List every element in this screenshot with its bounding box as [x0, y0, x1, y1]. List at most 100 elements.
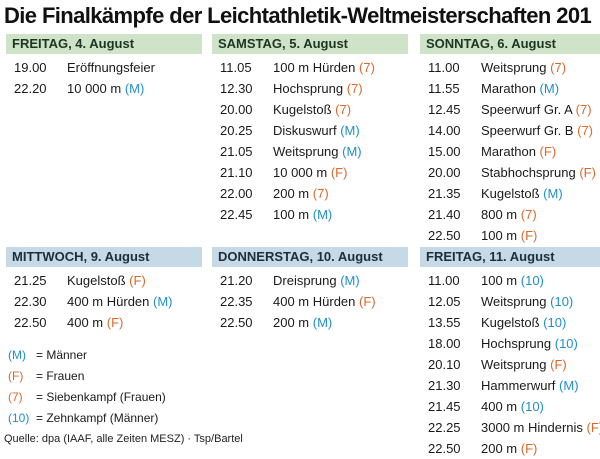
- event-category: (M): [559, 378, 579, 393]
- source-credit: Quelle: dpa (IAAF, alle Zeiten MESZ) · T…: [4, 433, 243, 445]
- legend-code: (7): [8, 390, 23, 404]
- event-name: Speerwurf Gr. B (7): [481, 120, 593, 141]
- event-time: 22.25: [428, 420, 461, 435]
- event-time: 20.00: [220, 102, 253, 117]
- legend-item: (M) = Männer: [6, 345, 206, 366]
- event-row: 21.20 Dreisprung (M): [212, 270, 408, 291]
- event-row: 22.20 10 000 m (M): [6, 78, 202, 99]
- event-time: 22.30: [14, 294, 47, 309]
- event-discipline: Stabhochsprung: [481, 165, 576, 180]
- event-time: 12.45: [428, 102, 461, 117]
- legend-code: (M): [8, 348, 26, 362]
- event-category: (F): [539, 144, 557, 159]
- day-block: SAMSTAG, 5. August 11.05 100 m Hürden (7) 1…: [212, 34, 408, 225]
- event-name: 400 m (10): [481, 396, 544, 417]
- event-time: 21.40: [428, 207, 461, 222]
- event-category: (M): [312, 207, 333, 222]
- event-time: 12.30: [220, 81, 253, 96]
- event-category: (F): [330, 165, 348, 180]
- event-row: 19.00 Eröffnungsfeier: [6, 57, 202, 78]
- event-discipline: 10 000 m: [273, 165, 328, 180]
- event-discipline: Kugelstoß: [67, 273, 126, 288]
- event-category: (10): [520, 273, 544, 288]
- event-category: (M): [153, 294, 173, 309]
- event-row: 21.45 400 m (10): [420, 396, 600, 417]
- event-discipline: Hochsprung: [481, 336, 552, 351]
- event-time: 22.50: [428, 228, 461, 243]
- day-block: FREITAG, 4. August 19.00 Eröffnungsfeier 22…: [6, 34, 202, 99]
- event-time: 11.00: [428, 273, 460, 288]
- event-name: 400 m Hürden (M): [67, 291, 173, 312]
- event-row: 15.00 Marathon (F): [420, 141, 600, 162]
- event-category: (7): [575, 102, 592, 117]
- event-time: 21.45: [428, 399, 461, 414]
- event-category: (7): [335, 102, 352, 117]
- legend-description: = Zehnkampf (Männer): [36, 411, 159, 425]
- event-category: (7): [312, 186, 329, 201]
- event-time: 12.05: [428, 294, 461, 309]
- event-name: 100 m (F): [481, 225, 537, 246]
- event-name: 10 000 m (F): [273, 162, 347, 183]
- event-name: 200 m (M): [273, 312, 332, 333]
- event-time: 21.10: [220, 165, 253, 180]
- event-name: 10 000 m (M): [67, 78, 144, 99]
- event-time: 21.05: [220, 144, 253, 159]
- event-name: Kugelstoß (7): [273, 99, 351, 120]
- event-list: 21.25 Kugelstoß (F) 22.30 400 m Hürden (M) 2…: [6, 270, 202, 333]
- event-row: 11.00 Weitsprung (7): [420, 57, 600, 78]
- event-name: 3000 m Hindernis (F): [481, 417, 600, 438]
- event-discipline: 10 000 m: [67, 81, 122, 96]
- legend-description: = Siebenkampf (Frauen): [36, 390, 166, 404]
- event-discipline: Marathon: [481, 81, 536, 96]
- event-category: (M): [340, 273, 360, 288]
- event-category: (10): [550, 294, 574, 309]
- event-name: Kugelstoß (10): [481, 312, 566, 333]
- event-category: (7): [346, 81, 363, 96]
- event-time: 22.35: [220, 294, 253, 309]
- event-name: Weitsprung (10): [481, 291, 573, 312]
- event-name: Weitsprung (7): [481, 57, 566, 78]
- event-row: 20.00 Kugelstoß (7): [212, 99, 408, 120]
- day-header: MITTWOCH, 9. August: [6, 247, 202, 267]
- legend-description: = Frauen: [36, 369, 85, 383]
- event-time: 21.30: [428, 378, 461, 393]
- event-discipline: 3000 m Hindernis: [481, 420, 583, 435]
- event-time: 22.00: [220, 186, 253, 201]
- event-category: (F): [106, 315, 124, 330]
- event-discipline: Dreisprung: [273, 273, 337, 288]
- event-row: 21.05 Weitsprung (M): [212, 141, 408, 162]
- event-discipline: Eröffnungsfeier: [67, 60, 155, 75]
- event-discipline: Weitsprung: [481, 294, 547, 309]
- event-name: 100 m (M): [273, 204, 332, 225]
- event-time: 21.25: [14, 273, 47, 288]
- event-category: (F): [550, 357, 567, 372]
- event-discipline: Weitsprung: [481, 357, 547, 372]
- day-block: DONNERSTAG, 10. August 21.20 Dreisprung (M…: [212, 247, 408, 333]
- event-discipline: 200 m: [481, 441, 518, 456]
- event-category: (F): [520, 441, 538, 456]
- event-category: (7): [550, 60, 567, 75]
- event-row: 22.35 400 m Hürden (F): [212, 291, 408, 312]
- event-row: 21.30 Hammerwurf (M): [420, 375, 600, 396]
- day-header: FREITAG, 4. August: [6, 34, 202, 54]
- event-time: 22.50: [14, 315, 47, 330]
- event-discipline: Kugelstoß: [481, 186, 540, 201]
- event-name: Hochsprung (7): [273, 78, 363, 99]
- event-category: (F): [579, 165, 596, 180]
- event-row: 22.25 3000 m Hindernis (F): [420, 417, 600, 438]
- event-discipline: Kugelstoß: [273, 102, 332, 117]
- event-category: (M): [312, 315, 333, 330]
- event-time: 15.00: [428, 144, 461, 159]
- event-list: 19.00 Eröffnungsfeier 22.20 10 000 m (M): [6, 57, 202, 99]
- event-time: 22.50: [220, 315, 253, 330]
- event-row: 22.50 200 m (F): [420, 438, 600, 459]
- event-category: (7): [359, 60, 375, 75]
- event-time: 21.20: [220, 273, 253, 288]
- event-name: 800 m (7): [481, 204, 537, 225]
- event-time: 21.35: [428, 186, 461, 201]
- event-discipline: Kugelstoß: [481, 315, 540, 330]
- event-name: 200 m (7): [273, 183, 329, 204]
- event-name: 100 m (10): [481, 270, 544, 291]
- event-discipline: 800 m: [481, 207, 518, 222]
- event-discipline: 400 m: [481, 399, 518, 414]
